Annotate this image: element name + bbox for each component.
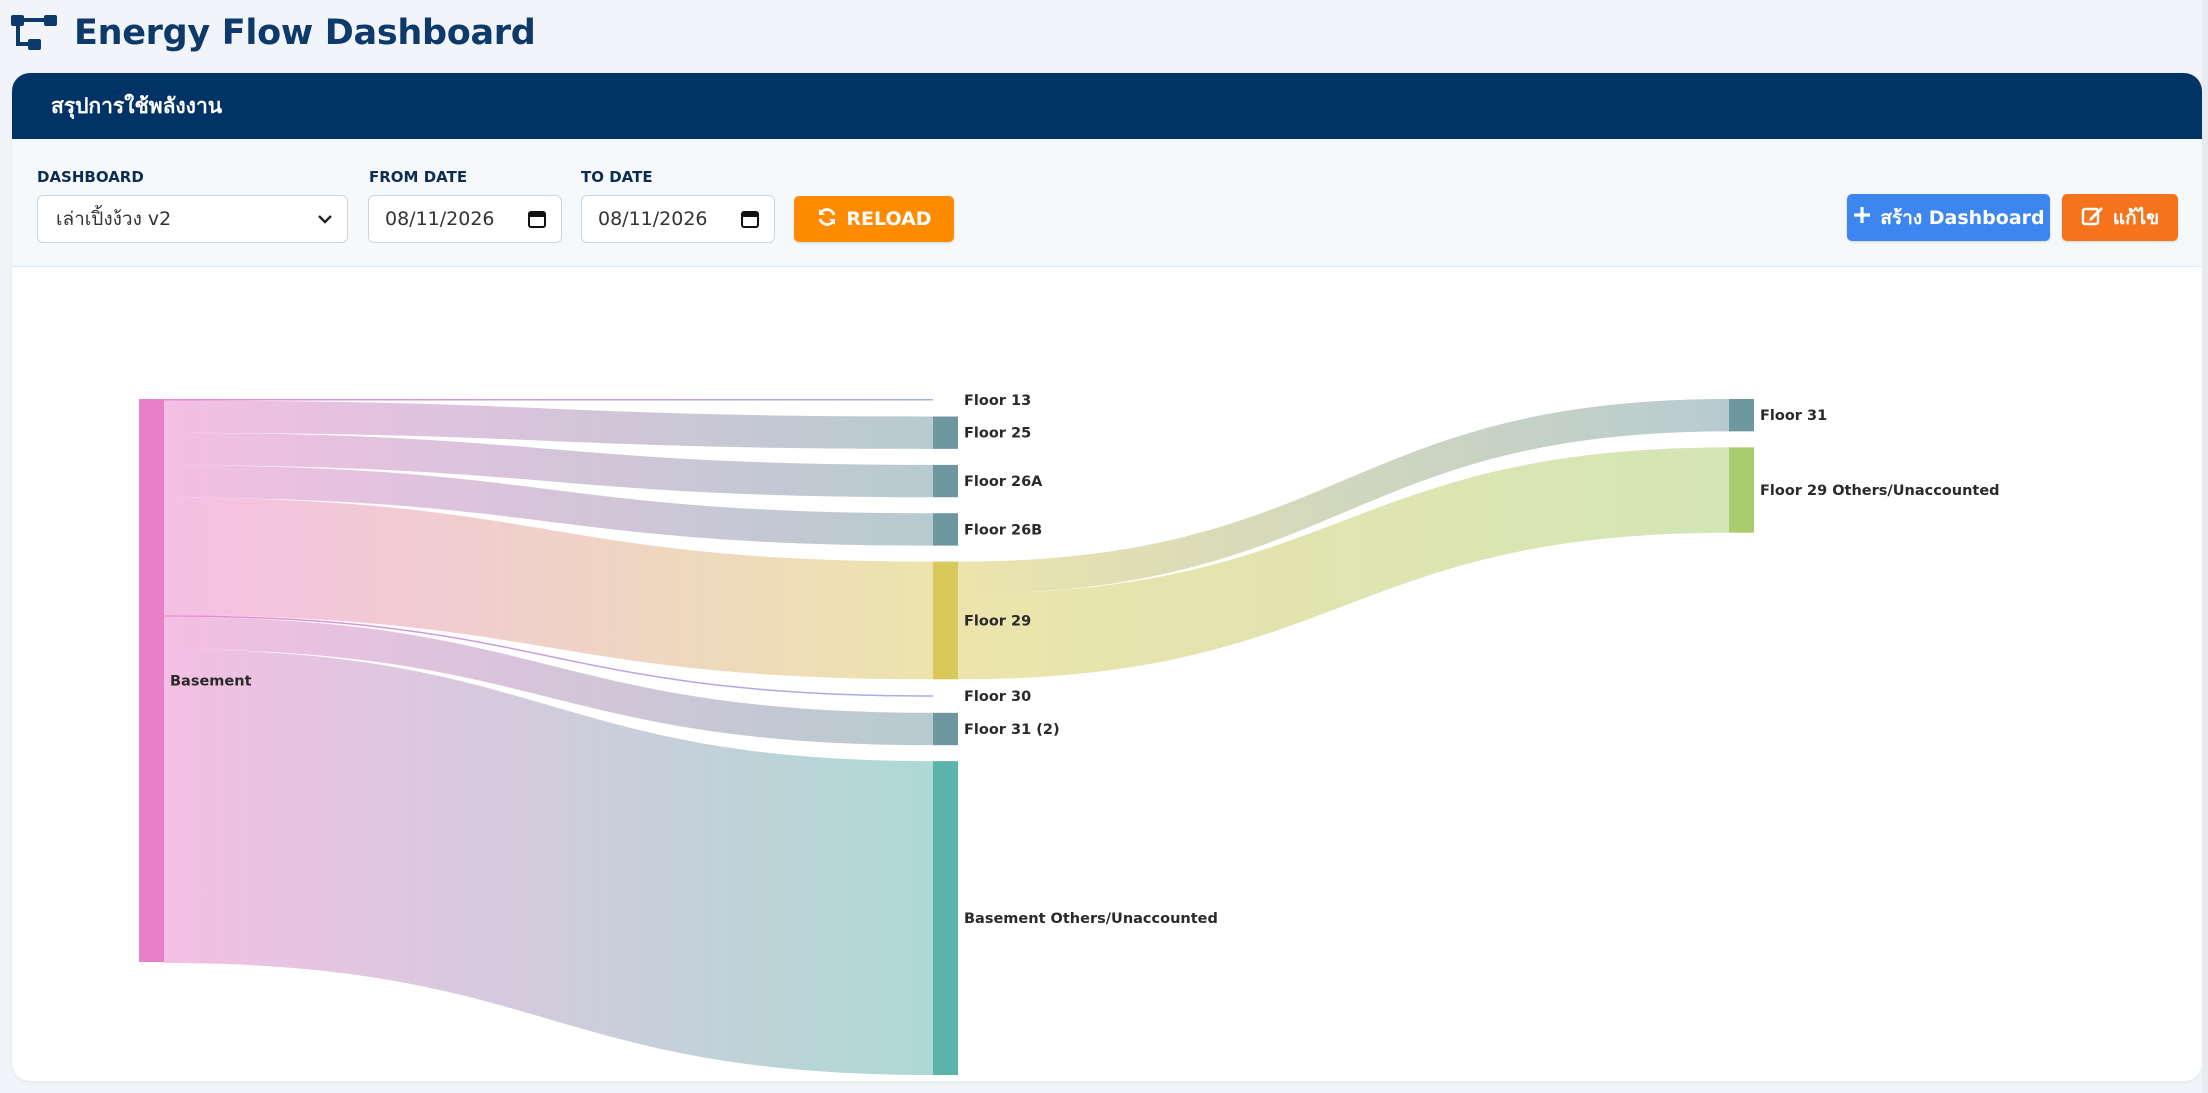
edit-button-label: แก้ไข — [2112, 206, 2160, 229]
sankey-link-basement-f13[interactable] — [164, 399, 933, 401]
sankey-label-f26a: Floor 26A — [964, 474, 1043, 490]
reload-button-label: RELOAD — [846, 208, 932, 230]
sankey-chart: Basement Floor 13 Floor 25 Floor 26A Floor 2… — [139, 393, 2000, 1076]
dashboard-select-value: เล่าเปิ้งง้วง v2 — [56, 208, 172, 230]
sankey-node-bother[interactable] — [933, 761, 958, 1076]
sankey-label-basement: Basement — [170, 674, 252, 690]
refresh-icon — [816, 206, 838, 233]
from-date-value: 08/11/2026 — [385, 208, 495, 230]
sankey-link-basement-f29[interactable] — [164, 497, 933, 680]
sitemap-icon — [10, 13, 60, 53]
app-title: Energy Flow Dashboard — [74, 13, 536, 53]
to-date-input[interactable]: 08/11/2026 — [581, 195, 775, 243]
to-date-label: TO DATE — [581, 168, 653, 186]
filter-toolbar: DASHBOARD เล่าเปิ้งง้วง v2 FROM DATE 08/… — [12, 139, 2202, 267]
sankey-label-bother: Basement Others/Unaccounted — [964, 911, 1218, 927]
sankey-link-basement-f25[interactable] — [164, 400, 933, 449]
sankey-chart-area: Basement Floor 13 Floor 25 Floor 26A Floor 2… — [12, 267, 2202, 1081]
from-date-label: FROM DATE — [369, 168, 468, 186]
dashboard-select[interactable]: เล่าเปิ้งง้วง v2 — [37, 195, 348, 243]
sankey-link-basement-f26a[interactable] — [164, 432, 933, 498]
sankey-node-f31[interactable] — [1729, 399, 1754, 432]
to-date-value: 08/11/2026 — [598, 208, 708, 230]
sankey-link-f29-f29other[interactable] — [958, 447, 1729, 680]
sankey-node-f29other[interactable] — [1729, 447, 1754, 533]
sankey-node-f26b[interactable] — [933, 513, 958, 546]
calendar-icon[interactable] — [527, 208, 547, 235]
sankey-label-f13: Floor 13 — [964, 393, 1031, 409]
sankey-link-basement-f26b[interactable] — [164, 465, 933, 546]
create-dashboard-button[interactable]: สร้าง Dashboard — [1847, 194, 2050, 241]
sankey-link-basement-f30[interactable] — [164, 615, 933, 697]
card-header: สรุปการใช้พลังงาน — [12, 73, 2202, 139]
edit-icon — [2081, 204, 2105, 231]
dashboard-label: DASHBOARD — [37, 168, 144, 186]
create-dashboard-label: สร้าง Dashboard — [1880, 206, 2045, 229]
sankey-label-f29: Floor 29 — [964, 613, 1031, 629]
sankey-label-f31: Floor 31 — [1760, 408, 1827, 424]
reload-button[interactable]: RELOAD — [794, 196, 954, 242]
sankey-label-f25: Floor 25 — [964, 426, 1031, 442]
sankey-node-f26a[interactable] — [933, 464, 958, 498]
sankey-label-f30: Floor 30 — [964, 689, 1031, 705]
sankey-node-basement[interactable] — [139, 399, 164, 962]
calendar-icon[interactable] — [740, 208, 760, 235]
from-date-input[interactable]: 08/11/2026 — [368, 195, 562, 243]
window-edge — [2202, 0, 2208, 1093]
plus-icon — [1852, 205, 1872, 230]
sankey-link-basement-bother[interactable] — [164, 649, 933, 1076]
sankey-label-f29other: Floor 29 Others/Unaccounted — [1760, 483, 2000, 499]
sankey-link-basement-f31b[interactable] — [164, 616, 933, 746]
app-header: Energy Flow Dashboard — [0, 0, 2208, 66]
sankey-node-f29[interactable] — [933, 561, 958, 680]
sankey-node-f31b[interactable] — [933, 712, 958, 746]
dashboard-card: สรุปการใช้พลังงาน DASHBOARD เล่าเปิ้งง้ว… — [12, 73, 2202, 1081]
sankey-node-f25[interactable] — [933, 416, 958, 449]
sankey-label-f26b: Floor 26B — [964, 522, 1042, 538]
chevron-down-icon — [317, 208, 333, 235]
sankey-label-f31b: Floor 31 (2) — [964, 722, 1060, 738]
card-header-title: สรุปการใช้พลังงาน — [51, 93, 223, 118]
edit-button[interactable]: แก้ไข — [2062, 194, 2178, 241]
sankey-link-f29-f31[interactable] — [958, 399, 1729, 594]
